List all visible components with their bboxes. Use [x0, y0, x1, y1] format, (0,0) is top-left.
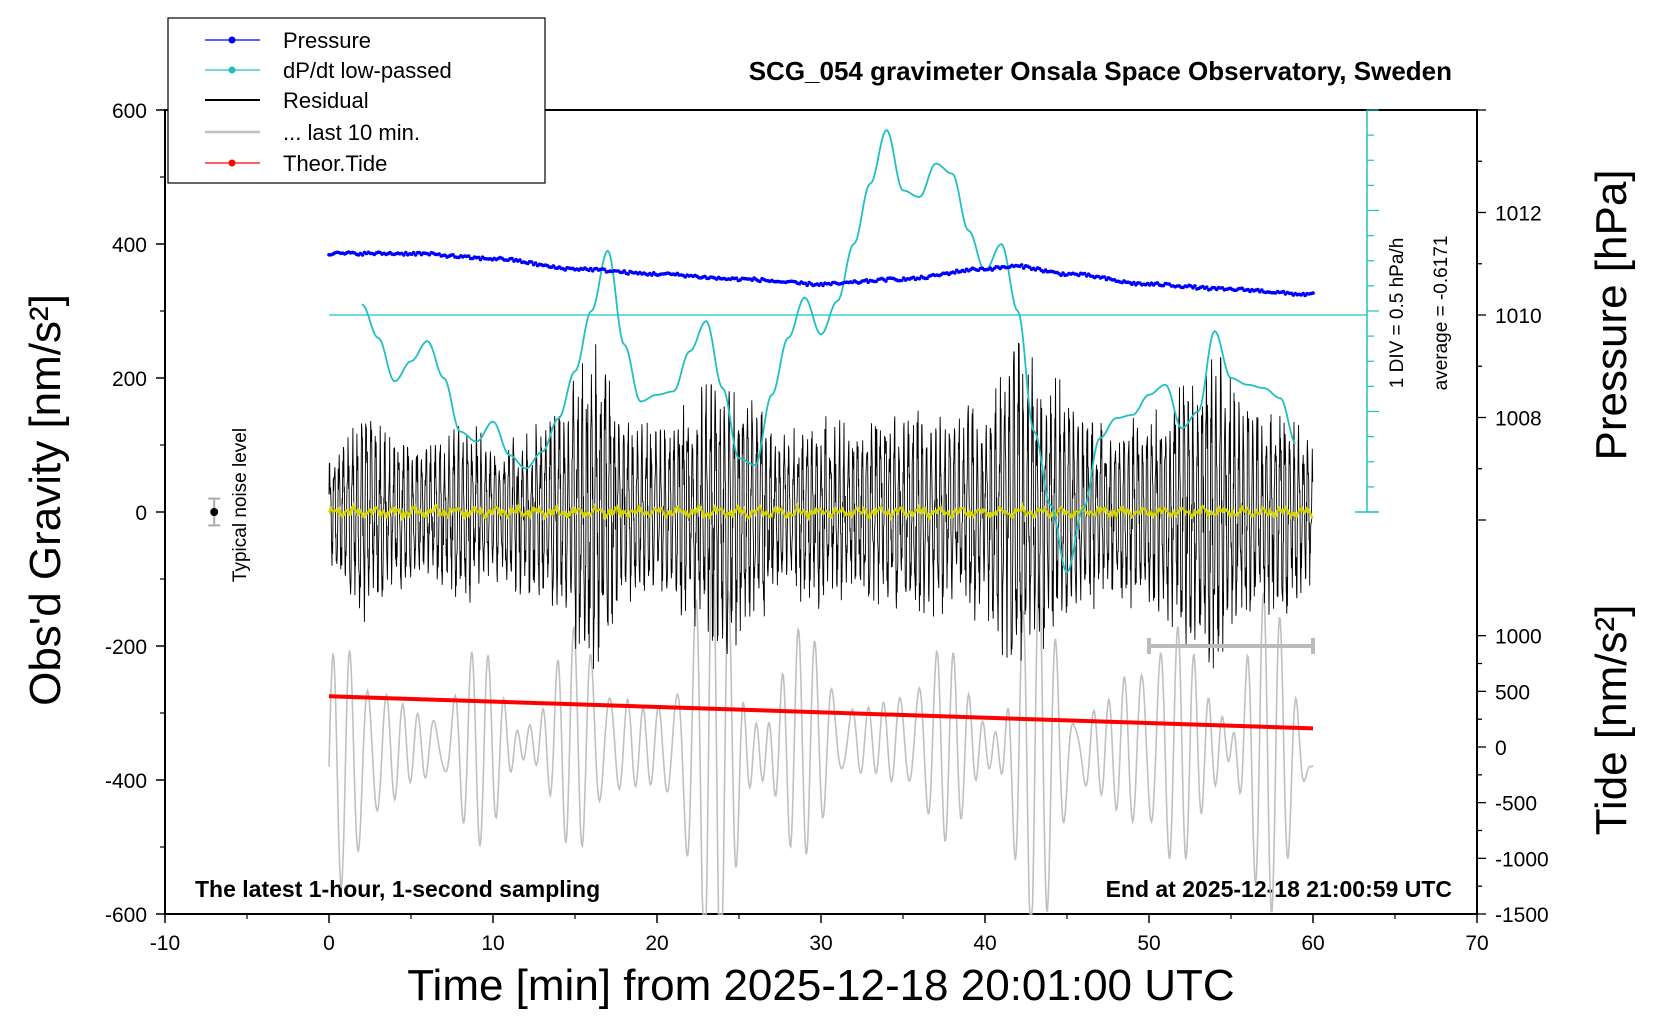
- x-axis-title: Time [min] from 2025-12-18 20:01:00 UTC: [407, 961, 1234, 1010]
- dpdt-line: [361, 128, 1296, 574]
- tide-tick-label: -1500: [1495, 904, 1549, 927]
- y-tick-label: -600: [105, 904, 147, 927]
- pressure-point: [1311, 291, 1315, 295]
- x-tick-label: -10: [150, 932, 180, 955]
- x-tick-label: 40: [973, 932, 996, 955]
- y-tick-label: 600: [112, 100, 147, 123]
- x-tick-label: 70: [1465, 932, 1488, 955]
- pressure-point: [1019, 263, 1024, 267]
- pressure-point: [1102, 275, 1107, 279]
- pressure-point: [602, 267, 607, 272]
- y-tick-label: 0: [135, 502, 147, 525]
- average-note: average = -0.6171: [1431, 236, 1452, 391]
- x-tick-label: 0: [323, 932, 335, 955]
- residual-line: [328, 342, 1314, 670]
- pressure-tick-label: 1010: [1495, 305, 1542, 328]
- pressure-axis-title: Pressure [hPa]: [1587, 169, 1636, 460]
- pressure-point: [864, 278, 869, 282]
- legend-marker-dpdt: [228, 66, 236, 74]
- pressure-point: [758, 279, 762, 284]
- last10-line: [328, 525, 1314, 915]
- pressure-point: [899, 278, 904, 283]
- y-axis-title: Obs'd Gravity [nm/s²]: [21, 294, 70, 706]
- pressure-point: [510, 256, 514, 261]
- pressure-point: [1193, 284, 1197, 288]
- legend-label-last10: ... last 10 min.: [283, 120, 420, 145]
- pressure-point: [466, 254, 471, 258]
- tide-tick-label: 0: [1495, 737, 1507, 760]
- legend-label-residual: Residual: [283, 88, 369, 113]
- pressure-point: [1204, 285, 1209, 290]
- legend-marker-tide: [228, 159, 236, 167]
- axis-ticks: -10 0 10 20 30 40 50 60 70 600 400 200 0 -200 -400 -600…: [105, 100, 1549, 955]
- pressure-point: [884, 279, 888, 283]
- x-tick-label: 30: [809, 932, 832, 955]
- tide-tick-label: 500: [1495, 681, 1530, 704]
- pressure-point: [360, 253, 365, 257]
- noise-label: Typical noise level: [230, 428, 251, 582]
- series-layer: [208, 109, 1379, 915]
- smoothed-residual-line: [328, 501, 1314, 523]
- tide-tick-label: 1000: [1495, 626, 1542, 649]
- pressure-point: [953, 271, 957, 275]
- pressure-points: [327, 250, 1315, 298]
- pressure-point: [402, 253, 406, 257]
- legend-label-tide: Theor.Tide: [283, 151, 387, 176]
- pressure-point: [805, 283, 809, 288]
- legend-label-dpdt: dP/dt low-passed: [283, 58, 452, 83]
- pressure-point: [533, 261, 538, 265]
- tide-line: [328, 694, 1314, 731]
- pressure-tick-label: 1012: [1495, 203, 1542, 226]
- legend-label-pressure: Pressure: [283, 28, 371, 53]
- pressure-point: [529, 260, 534, 264]
- noise-point: [210, 508, 219, 516]
- tide-tick-label: -1000: [1495, 848, 1549, 871]
- tide-axis-title: Tide [nm/s²]: [1587, 605, 1636, 836]
- y-tick-label: 200: [112, 368, 147, 391]
- pressure-point: [626, 272, 630, 276]
- y-tick-label: -200: [105, 636, 147, 659]
- x-tick-label: 20: [645, 932, 668, 955]
- y-tick-label: -400: [105, 770, 147, 793]
- legend-marker-pressure: [228, 36, 236, 44]
- legend: Pressure dP/dt low-passed Residual ... l…: [167, 17, 546, 184]
- chart-title: SCG_054 gravimeter Onsala Space Observat…: [749, 56, 1452, 86]
- footer-left-note: The latest 1-hour, 1-second sampling: [195, 876, 600, 902]
- x-tick-label: 10: [481, 932, 504, 955]
- x-tick-label: 50: [1137, 932, 1160, 955]
- y-tick-label: 400: [112, 234, 147, 257]
- tide-tick-label: -500: [1495, 793, 1537, 816]
- x-tick-label: 60: [1301, 932, 1324, 955]
- pressure-point: [478, 257, 483, 262]
- pressure-point: [622, 269, 626, 273]
- footer-right-note: End at 2025-12-18 21:00:59 UTC: [1106, 876, 1452, 902]
- scale-note: 1 DIV = 0.5 hPa/h: [1387, 238, 1408, 389]
- pressure-tick-label: 1008: [1495, 408, 1542, 431]
